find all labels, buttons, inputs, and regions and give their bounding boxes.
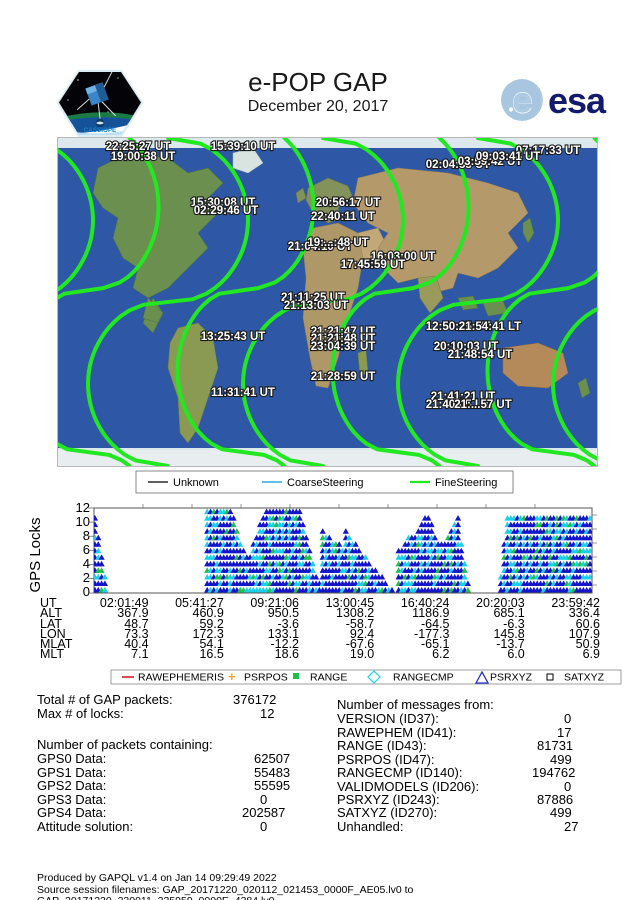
svg-text:PSRXYZ: PSRXYZ [490, 672, 533, 684]
svg-text:SATXYZ: SATXYZ [564, 672, 605, 684]
svg-text:PSRPOS: PSRPOS [244, 672, 288, 684]
svg-text:+: + [228, 669, 236, 684]
svg-text:RANGECMP: RANGECMP [393, 672, 454, 684]
svg-text:RANGE: RANGE [310, 672, 347, 684]
svg-text:RAWEPHEMERIS: RAWEPHEMERIS [138, 672, 224, 684]
